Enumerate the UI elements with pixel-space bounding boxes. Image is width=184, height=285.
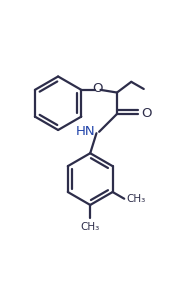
- Text: CH₃: CH₃: [126, 194, 145, 204]
- Text: O: O: [92, 82, 103, 95]
- Text: HN: HN: [76, 125, 95, 138]
- Text: CH₃: CH₃: [81, 222, 100, 232]
- Text: O: O: [141, 107, 151, 120]
